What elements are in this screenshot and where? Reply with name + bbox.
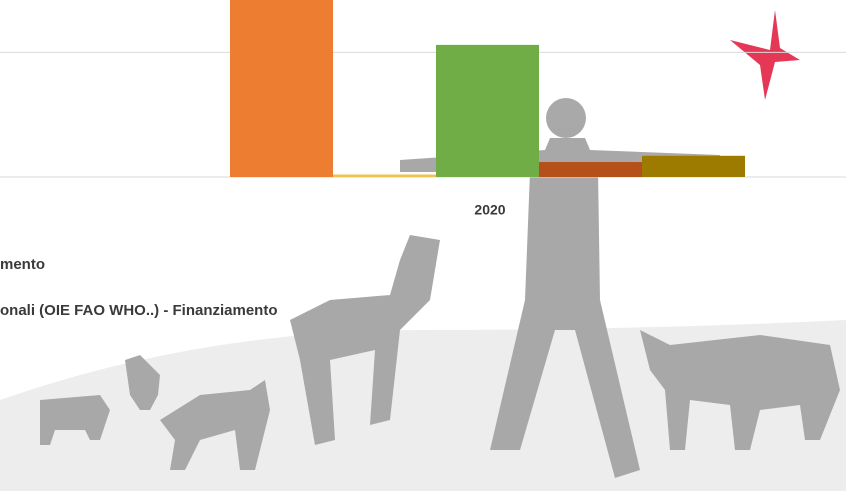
bar xyxy=(436,45,539,177)
bar xyxy=(230,0,333,177)
bar xyxy=(333,175,436,177)
man-head xyxy=(546,98,586,138)
page: {"chart_data": {"type": "bar", "categori… xyxy=(0,0,846,491)
bar xyxy=(539,162,642,177)
legend-label: mento xyxy=(0,256,45,273)
bar xyxy=(642,156,745,177)
background-art xyxy=(0,10,846,491)
cow xyxy=(640,330,840,450)
bird-logo xyxy=(730,10,800,100)
chart: 2020 mento onali (OIE FAO WHO..) - Finan… xyxy=(0,0,846,491)
legend-label: onali (OIE FAO WHO..) - Finanziamento xyxy=(0,302,278,319)
x-tick-label: 2020 xyxy=(474,202,505,218)
